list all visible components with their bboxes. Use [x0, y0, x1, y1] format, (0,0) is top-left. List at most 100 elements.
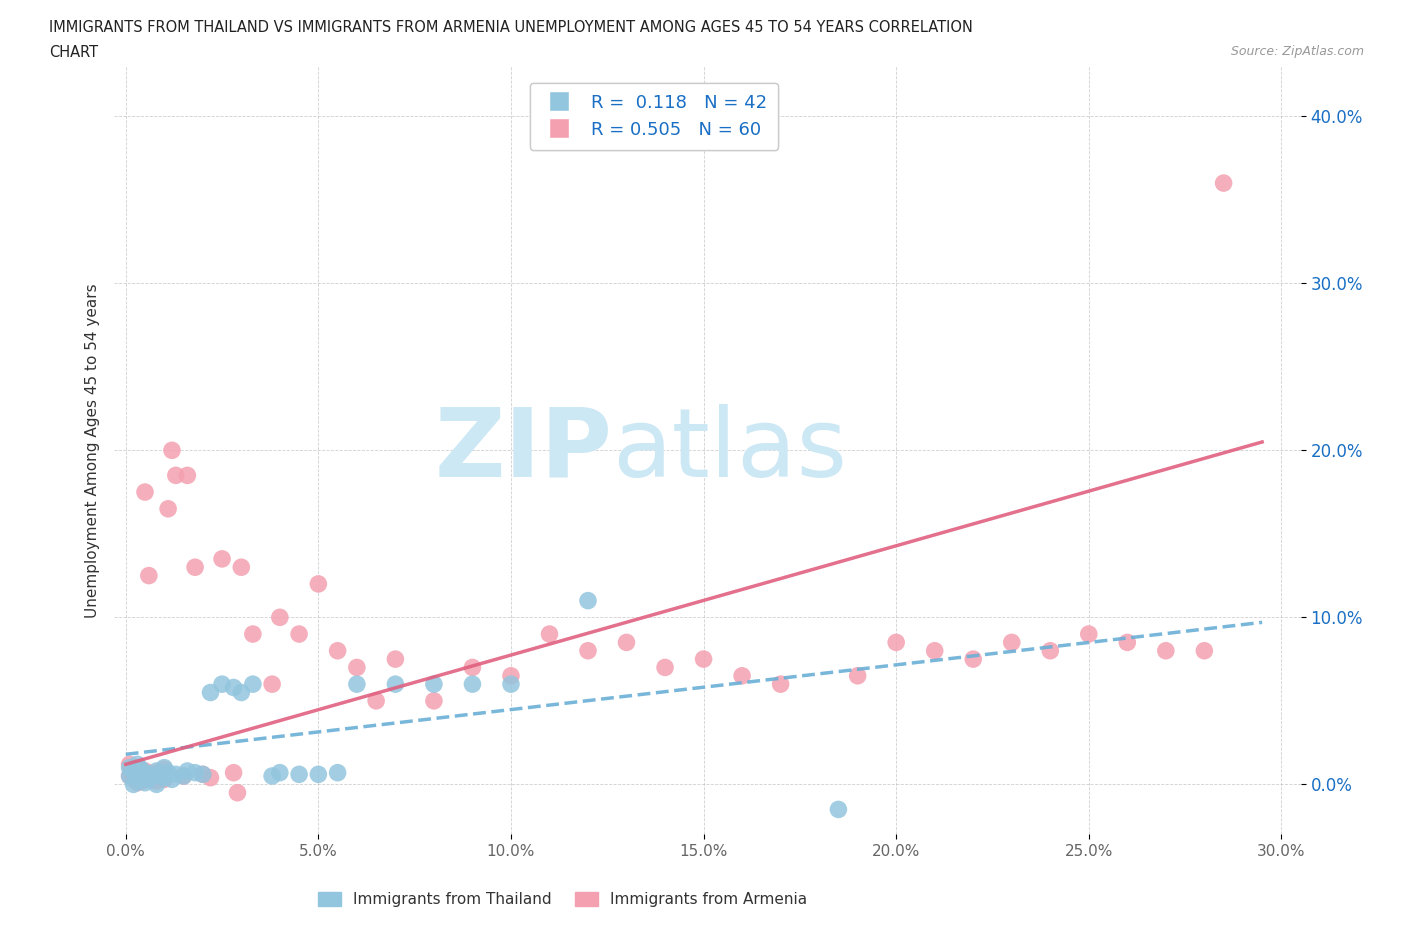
Point [366, 694, 388, 709]
Point [176, 764, 198, 778]
Text: CHART: CHART [49, 45, 98, 60]
Point [288, 767, 311, 782]
Point [129, 770, 152, 785]
Point [499, 677, 522, 692]
Point [149, 767, 172, 782]
Point [118, 768, 141, 783]
Point [924, 644, 946, 658]
Point [145, 774, 167, 789]
Point [846, 669, 869, 684]
Point [118, 760, 141, 775]
Point [153, 770, 176, 785]
Point [145, 765, 167, 780]
Point [242, 677, 264, 692]
Point [616, 635, 638, 650]
Point [769, 677, 792, 692]
Legend: Immigrants from Thailand, Immigrants from Armenia: Immigrants from Thailand, Immigrants fro… [312, 885, 813, 913]
Point [184, 560, 207, 575]
Point [200, 685, 222, 700]
Point [127, 760, 149, 775]
Point [127, 774, 149, 789]
Point [1154, 644, 1177, 658]
Point [165, 767, 187, 782]
Point [326, 644, 349, 658]
Point [160, 772, 183, 787]
Point [222, 680, 245, 695]
Point [165, 468, 187, 483]
Point [242, 627, 264, 642]
Point [145, 764, 167, 778]
Point [211, 677, 233, 692]
Point [288, 627, 311, 642]
Point [191, 767, 214, 782]
Point [200, 770, 222, 785]
Point [145, 777, 167, 791]
Point [307, 577, 329, 591]
Point [222, 765, 245, 780]
Point [262, 768, 284, 783]
Point [118, 757, 141, 772]
Point [346, 660, 368, 675]
Point [576, 644, 599, 658]
Y-axis label: Unemployment Among Ages 45 to 54 years: Unemployment Among Ages 45 to 54 years [86, 283, 100, 618]
Point [384, 652, 406, 667]
Point [134, 765, 156, 780]
Point [499, 669, 522, 684]
Point [326, 765, 349, 780]
Point [122, 772, 145, 787]
Point [173, 768, 195, 783]
Point [191, 767, 214, 782]
Point [138, 568, 160, 583]
Point [1194, 644, 1216, 658]
Point [1039, 644, 1062, 658]
Point [118, 768, 141, 783]
Text: IMMIGRANTS FROM THAILAND VS IMMIGRANTS FROM ARMENIA UNEMPLOYMENT AMONG AGES 45 T: IMMIGRANTS FROM THAILAND VS IMMIGRANTS F… [49, 20, 973, 35]
Point [129, 774, 152, 789]
Point [654, 660, 676, 675]
Legend: R =  0.118   N = 42, R = 0.505   N = 60: R = 0.118 N = 42, R = 0.505 N = 60 [530, 83, 778, 150]
Point [827, 802, 849, 817]
Point [122, 765, 145, 780]
Point [1077, 627, 1099, 642]
Point [176, 468, 198, 483]
Point [269, 610, 291, 625]
Point [538, 627, 561, 642]
Point [129, 767, 152, 782]
Point [149, 768, 172, 783]
Point [231, 685, 253, 700]
Point [461, 660, 484, 675]
Point [153, 762, 176, 777]
Point [142, 768, 165, 783]
Point [173, 768, 195, 783]
Point [269, 765, 291, 780]
Point [138, 772, 160, 787]
Point [127, 776, 149, 790]
Point [122, 777, 145, 791]
Point [142, 772, 165, 787]
Point [134, 485, 156, 499]
Point [461, 677, 484, 692]
Point [184, 765, 207, 780]
Point [153, 760, 176, 775]
Point [122, 764, 145, 778]
Point [1212, 176, 1234, 191]
Point [157, 501, 180, 516]
Point [346, 677, 368, 692]
Text: Source: ZipAtlas.com: Source: ZipAtlas.com [1230, 45, 1364, 58]
Point [153, 772, 176, 787]
Point [1116, 635, 1139, 650]
Point [384, 677, 406, 692]
Point [127, 757, 149, 772]
Point [1001, 635, 1024, 650]
Point [423, 677, 446, 692]
Point [157, 765, 180, 780]
Point [160, 443, 183, 458]
Point [211, 551, 233, 566]
Point [129, 762, 152, 777]
Point [884, 635, 907, 650]
Point [731, 669, 754, 684]
Text: atlas: atlas [613, 404, 848, 497]
Point [134, 776, 156, 790]
Point [262, 677, 284, 692]
Point [134, 770, 156, 785]
